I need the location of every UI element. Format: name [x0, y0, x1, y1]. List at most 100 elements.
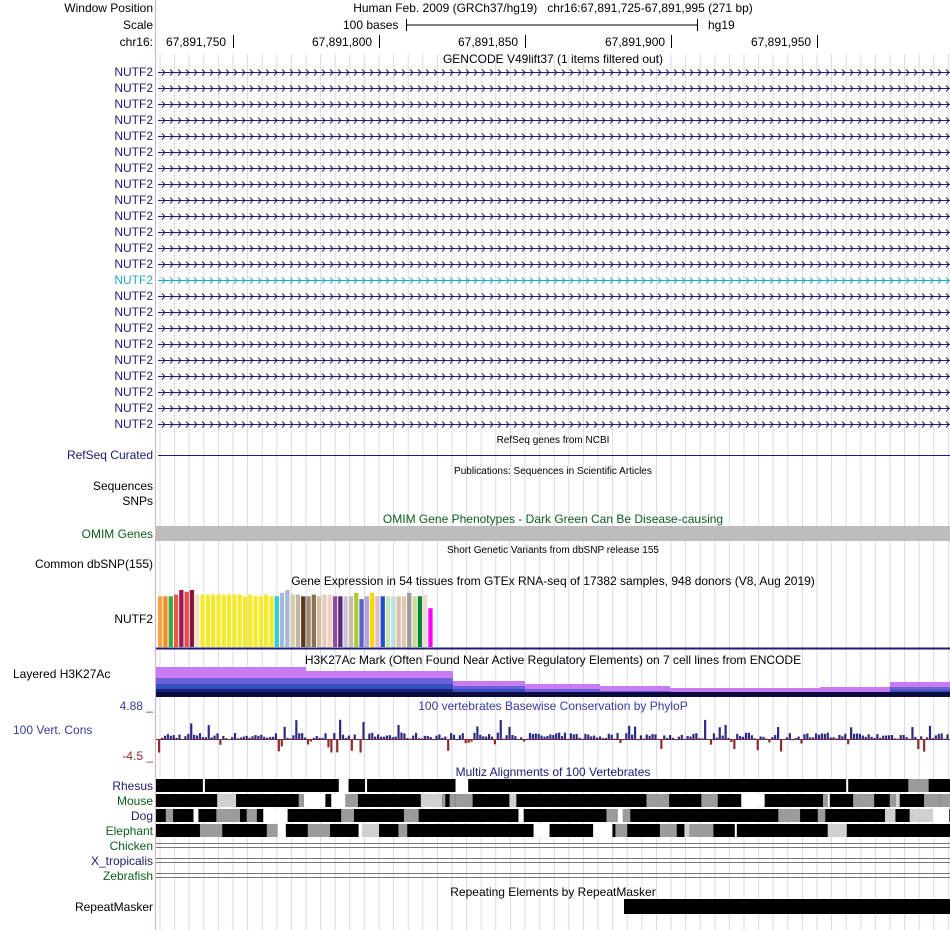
- phylop-score-bar: [765, 738, 768, 740]
- publications-title[interactable]: Publications: Sequences in Scientific Ar…: [454, 466, 652, 477]
- dbsnp-title[interactable]: Short Genetic Variants from dbSNP releas…: [447, 545, 659, 556]
- phylop-title[interactable]: 100 vertebrates Basewise Conservation by…: [418, 699, 688, 713]
- phylop-score-bar: [633, 726, 637, 740]
- phylop-score-bar: [575, 733, 578, 740]
- phylop-score-bar: [861, 735, 864, 740]
- phylop-score-bar: [181, 739, 184, 740]
- phylop-score-bar: [797, 736, 800, 740]
- gtex-title[interactable]: Gene Expression in 54 tissues from GTEx …: [291, 574, 815, 588]
- gencode-gene-label[interactable]: NUTF2: [114, 81, 153, 95]
- multiz-species-dog[interactable]: Dog: [130, 809, 153, 823]
- gencode-gene-label[interactable]: NUTF2: [114, 337, 153, 351]
- multiz-alignment-block: [156, 794, 950, 807]
- multiz-species-x_tropicalis[interactable]: X_tropicalis: [90, 854, 153, 868]
- gencode-gene-label[interactable]: NUTF2: [114, 225, 153, 239]
- publications-sequences-label[interactable]: Sequences: [92, 479, 153, 493]
- phylop-score-bar: [882, 735, 885, 740]
- phylop-score-bar: [610, 734, 613, 740]
- phylop-score-bar: [642, 738, 645, 740]
- strand-arrow-icon: [161, 85, 950, 92]
- strand-arrow-icon: [161, 341, 950, 348]
- gencode-gene-label[interactable]: NUTF2: [114, 209, 153, 223]
- phylop-label[interactable]: 100 Vert. Cons: [13, 723, 93, 737]
- phylop-score-bar: [520, 737, 523, 740]
- phylop-score-bar: [558, 732, 561, 740]
- gencode-gene-label[interactable]: NUTF2: [114, 145, 153, 159]
- phylop-score-bar: [537, 733, 540, 740]
- omim-title[interactable]: OMIM Gene Phenotypes - Dark Green Can Be…: [382, 512, 724, 526]
- phylop-score-bar: [163, 735, 167, 740]
- phylop-score-bar: [271, 736, 275, 740]
- gtex-tissue-bar: [295, 594, 301, 647]
- window-position-label: Window Position: [64, 1, 153, 15]
- gencode-gene-label[interactable]: NUTF2: [114, 353, 153, 367]
- gtex-tissue-bar: [253, 596, 258, 647]
- phylop-score-bar: [727, 737, 730, 740]
- gencode-gene-label[interactable]: NUTF2: [114, 193, 153, 207]
- phylop-score-bar: [231, 737, 234, 740]
- phylop-score-bar: [447, 739, 450, 751]
- phylop-score-bar: [388, 735, 391, 740]
- gtex-label[interactable]: NUTF2: [114, 612, 153, 626]
- repeatmasker-label[interactable]: RepeatMasker: [74, 900, 153, 914]
- phylop-score-bar: [493, 739, 496, 745]
- gencode-gene-label[interactable]: NUTF2: [114, 401, 153, 415]
- phylop-score-bar: [873, 737, 876, 740]
- gtex-tissue-bar: [301, 596, 306, 647]
- gencode-gene-label[interactable]: NUTF2: [114, 129, 153, 143]
- gencode-gene-label[interactable]: NUTF2: [114, 65, 153, 79]
- gencode-gene-label[interactable]: NUTF2: [114, 321, 153, 335]
- gencode-gene-label[interactable]: NUTF2: [114, 273, 153, 287]
- phylop-score-bar: [365, 739, 368, 741]
- multiz-species-mouse[interactable]: Mouse: [116, 794, 153, 808]
- dbsnp-label[interactable]: Common dbSNP(155): [34, 557, 153, 571]
- gencode-gene-label[interactable]: NUTF2: [114, 385, 153, 399]
- gencode-gene-label[interactable]: NUTF2: [114, 369, 153, 383]
- h3k27ac-title[interactable]: H3K27Ac Mark (Often Found Near Active Re…: [304, 653, 802, 667]
- strand-arrow-icon: [161, 325, 950, 332]
- phylop-score-bar: [409, 738, 412, 740]
- gencode-gene-label[interactable]: NUTF2: [114, 257, 153, 271]
- gtex-tissue-bar: [338, 596, 343, 647]
- refseq-title[interactable]: RefSeq genes from NCBI: [496, 435, 610, 446]
- phylop-score-bar: [306, 739, 310, 745]
- h3k27ac-label[interactable]: Layered H3K27Ac: [13, 667, 111, 681]
- phylop-score-bar: [528, 733, 532, 740]
- repeatmasker-title[interactable]: Repeating Elements by RepeatMasker: [450, 885, 656, 899]
- phylop-score-bar: [327, 739, 330, 748]
- phylop-score-bar: [750, 735, 753, 740]
- publications-snps-label[interactable]: SNPs: [122, 494, 153, 508]
- gtex-tissue-bar: [375, 596, 380, 647]
- gencode-gene-label[interactable]: NUTF2: [114, 289, 153, 303]
- gtex-tissue-bar: [264, 594, 269, 647]
- phylop-score-bar: [254, 735, 257, 740]
- gencode-gene-label[interactable]: NUTF2: [114, 241, 153, 255]
- phylop-score-bar: [817, 734, 821, 740]
- phylop-score-bar: [689, 736, 692, 740]
- gtex-tissue-bar: [258, 596, 263, 647]
- multiz-species-zebrafish[interactable]: Zebrafish: [102, 869, 153, 883]
- refseq-label[interactable]: RefSeq Curated: [66, 448, 153, 462]
- multiz-species-chicken[interactable]: Chicken: [109, 839, 153, 853]
- multiz-species-elephant[interactable]: Elephant: [105, 824, 153, 838]
- phylop-score-bar: [175, 737, 178, 740]
- phylop-score-bar: [412, 735, 415, 740]
- phylop-score-bar: [820, 733, 824, 740]
- multiz-title[interactable]: Multiz Alignments of 100 Vertebrates: [455, 765, 651, 779]
- gencode-title[interactable]: GENCODE V49lift37 (1 items filtered out): [442, 52, 664, 66]
- multiz-species-rhesus[interactable]: Rhesus: [112, 779, 153, 793]
- phylop-score-bar: [485, 736, 488, 740]
- gencode-gene-label[interactable]: NUTF2: [114, 305, 153, 319]
- phylop-score-bar: [444, 736, 447, 740]
- phylop-score-bar: [166, 734, 169, 740]
- gencode-gene-label[interactable]: NUTF2: [114, 161, 153, 175]
- gencode-gene-label[interactable]: NUTF2: [114, 113, 153, 127]
- gencode-gene-label[interactable]: NUTF2: [114, 177, 153, 191]
- gencode-gene-label[interactable]: NUTF2: [114, 97, 153, 111]
- phylop-score-bar: [233, 733, 237, 740]
- phylop-score-bar: [438, 734, 441, 740]
- strand-arrow-icon: [161, 293, 950, 300]
- omim-label[interactable]: OMIM Genes: [81, 527, 153, 541]
- gencode-gene-label[interactable]: NUTF2: [114, 417, 153, 431]
